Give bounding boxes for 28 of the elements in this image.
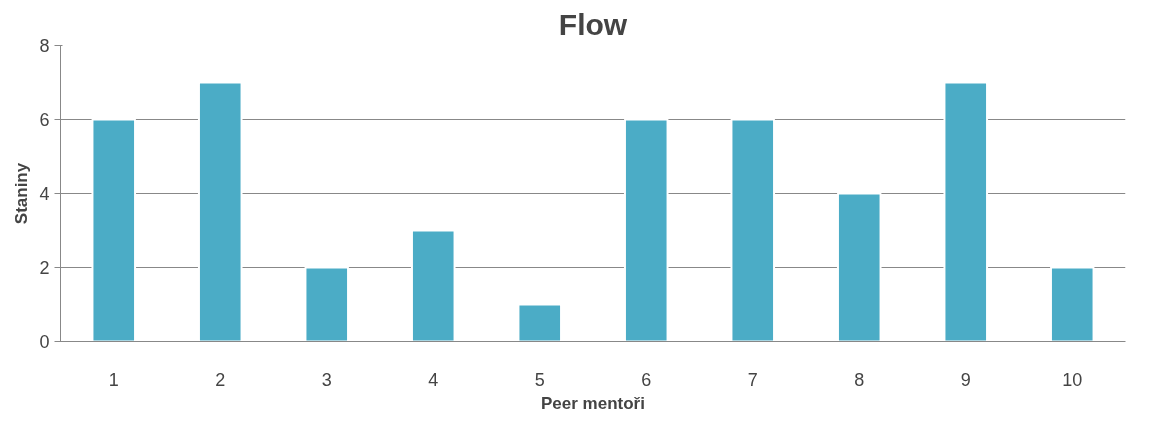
bar — [91, 118, 137, 342]
x-tick-label: 1 — [108, 369, 119, 390]
bar — [517, 303, 563, 342]
x-tick-label: 2 — [215, 369, 226, 390]
y-tick-label: 8 — [39, 36, 50, 56]
y-tick-label: 0 — [39, 332, 50, 352]
x-tick-label: 4 — [428, 369, 439, 390]
x-tick-label: 6 — [641, 369, 652, 390]
x-tick-label: 8 — [854, 369, 865, 390]
bar — [197, 81, 243, 342]
bar — [623, 118, 669, 342]
x-tick-label: 5 — [534, 369, 545, 390]
x-tick-label: 3 — [321, 369, 332, 390]
x-tick-label: 9 — [960, 369, 971, 390]
bar — [730, 118, 776, 342]
y-axis-title: Staniny — [12, 162, 32, 225]
bar — [304, 266, 350, 342]
bar — [943, 81, 989, 342]
x-tick-label: 7 — [747, 369, 758, 390]
chart-title: Flow — [558, 7, 628, 41]
bar — [1049, 266, 1095, 342]
bar — [836, 192, 882, 342]
y-tick-label: 2 — [39, 258, 50, 278]
y-tick-label: 4 — [39, 184, 50, 204]
bar — [410, 229, 456, 342]
x-tick-label: 10 — [1062, 369, 1083, 390]
y-tick-label: 6 — [39, 110, 50, 130]
x-axis-title: Peer mentoři — [541, 393, 645, 413]
